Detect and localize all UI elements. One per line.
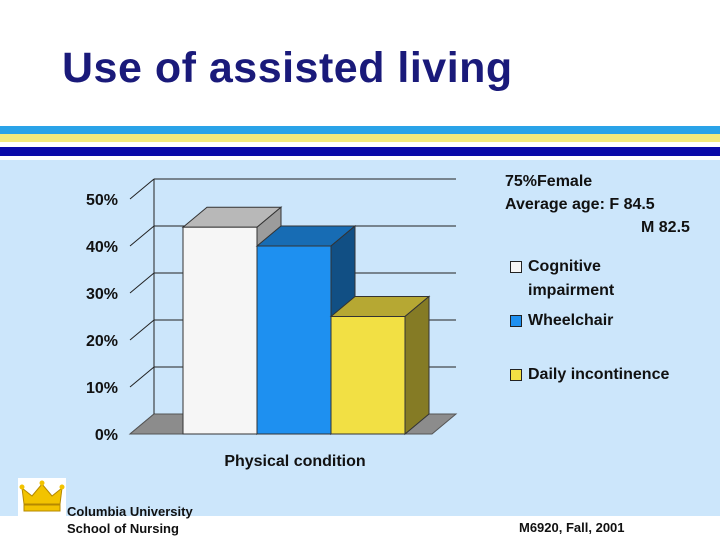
grid-diagonal — [129, 272, 155, 294]
note-avg-age-m: M 82.5 — [641, 219, 690, 236]
legend-label-cognitive: Cognitive impairment — [528, 258, 615, 299]
y-tick-label: 50% — [86, 192, 118, 209]
crown-icon — [18, 478, 66, 516]
y-tick-label: 30% — [86, 286, 118, 303]
grid-diagonal — [129, 366, 155, 388]
slide-title: Use of assisted living — [62, 44, 513, 92]
footer-institution: Columbia University School of Nursing — [67, 503, 193, 537]
y-tick-label: 0% — [95, 427, 118, 444]
legend-label-incontinence: Daily incontinence — [528, 366, 670, 383]
header-stripes — [0, 126, 720, 156]
chart-bars — [181, 206, 431, 436]
footer-university: Columbia University — [67, 504, 193, 519]
y-tick-label: 40% — [86, 239, 118, 256]
note-avg-age-f: Average age: F 84.5 — [505, 196, 655, 213]
bar-side — [404, 295, 430, 436]
chart-axis: 0% 10% 20% 30% 40% 50% — [86, 179, 155, 444]
y-tick-label: 20% — [86, 333, 118, 350]
legend-label-wheelchair: Wheelchair — [528, 312, 614, 329]
bar — [330, 316, 406, 435]
legend-swatch-incontinence — [510, 369, 522, 381]
footer-school: School of Nursing — [67, 521, 179, 536]
y-tick-label: 10% — [86, 380, 118, 397]
legend-swatch-wheelchair — [510, 315, 522, 327]
grid-diagonal — [129, 225, 155, 247]
bar — [182, 226, 258, 435]
footer-band — [0, 516, 720, 540]
footer-course: M6920, Fall, 2001 — [519, 520, 625, 535]
bar — [256, 245, 332, 435]
demographics-note: 75%Female Average age: F 84.5 M 82.5 — [505, 170, 690, 239]
legend-swatch-cognitive — [510, 261, 522, 273]
grid-diagonal — [129, 319, 155, 341]
grid-diagonal — [129, 178, 155, 200]
x-axis-label: Physical condition — [224, 453, 365, 470]
note-female-pct: 75%Female — [505, 173, 593, 190]
